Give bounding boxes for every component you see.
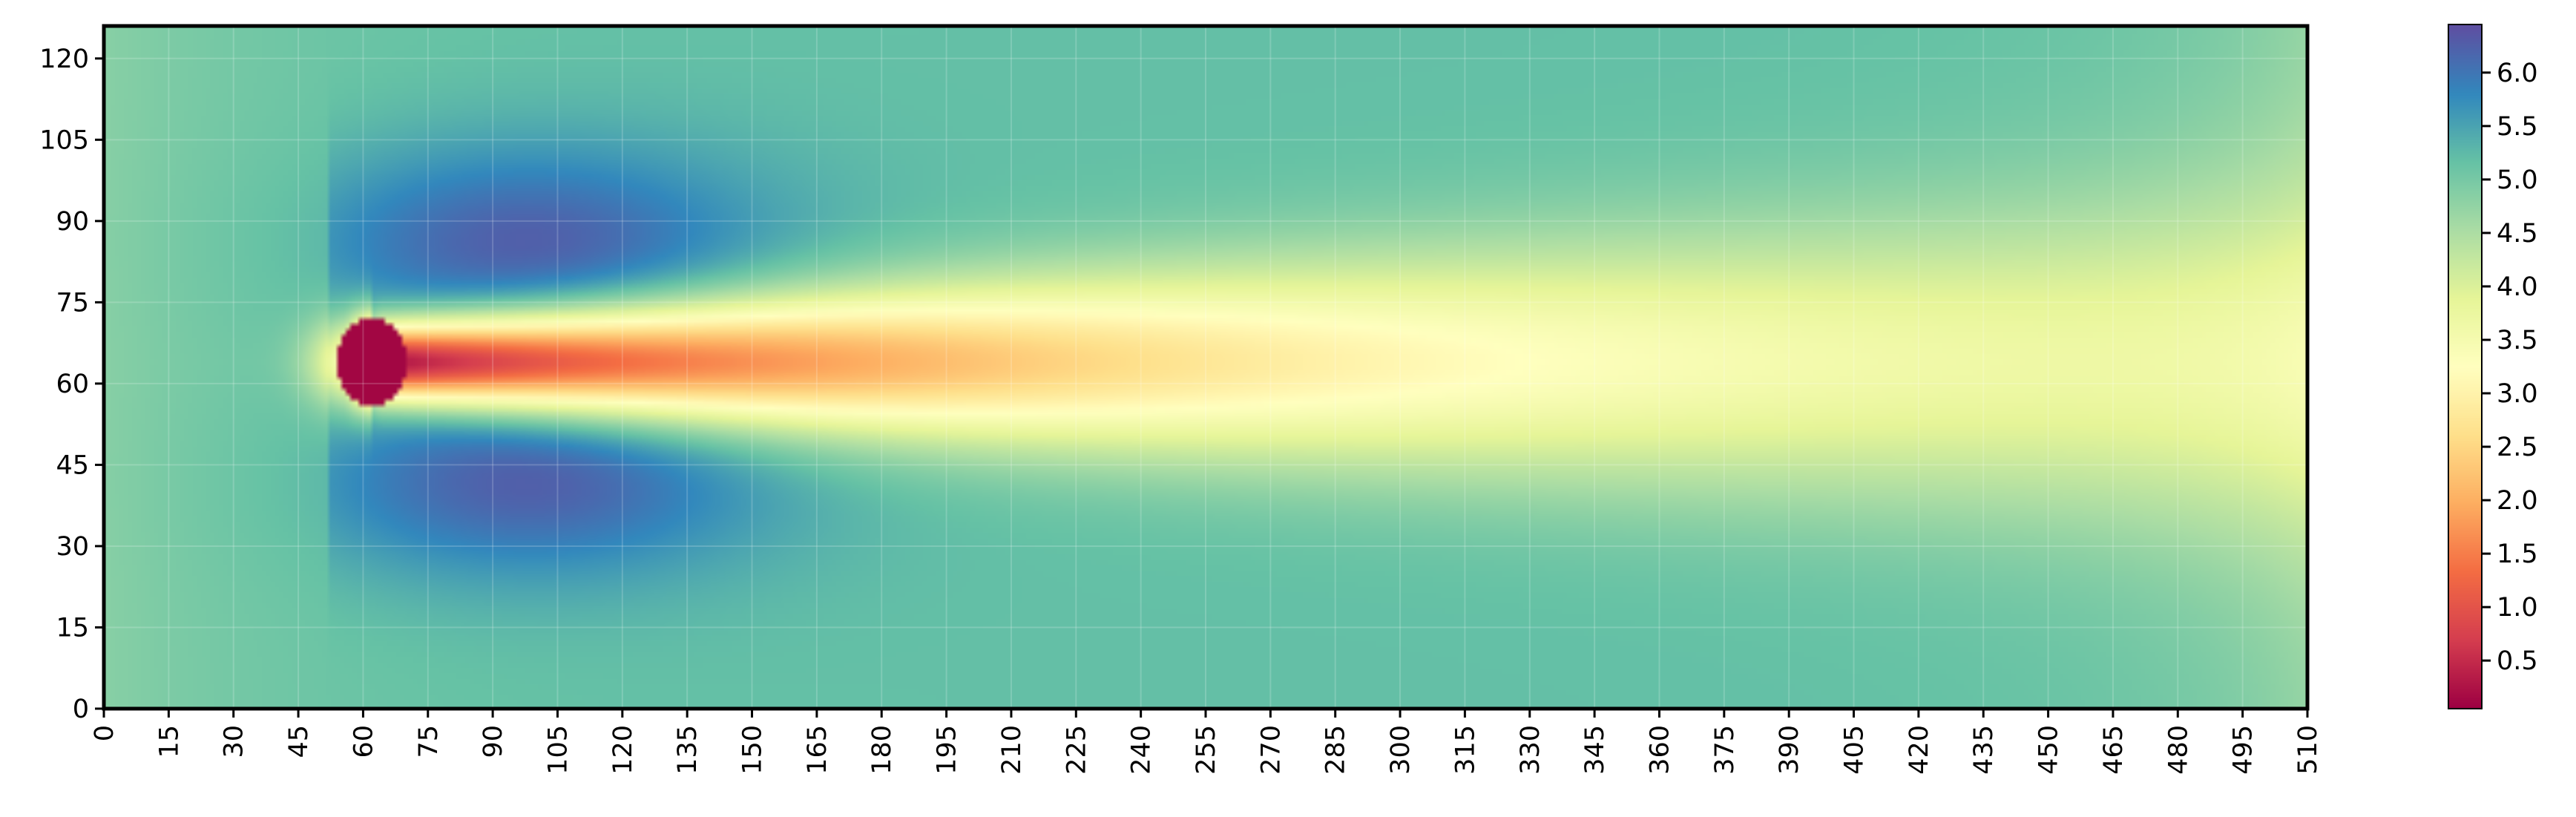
x-tick-label: 450	[2034, 725, 2064, 775]
x-tick-label: 480	[2163, 725, 2193, 775]
x-tick-label: 105	[543, 725, 573, 775]
colorbar-tick-label: 1.0	[2497, 593, 2538, 623]
y-tick-label: 90	[56, 207, 89, 237]
plot-area	[102, 24, 2310, 711]
colorbar: 0.5 1.0 1.5 2.0 2.5 3.0 3.5 4.0 4.5 5.0 5.5 6.0	[2448, 24, 2538, 709]
x-tick-label: 285	[1321, 725, 1351, 775]
x-tick-label: 30	[220, 725, 249, 758]
x-tick-label: 315	[1450, 725, 1480, 775]
x-axis: 0 15 30 45 60 75 90 105 120 135 150 165 180 195 210 225…	[90, 709, 2323, 775]
x-tick-label: 465	[2099, 725, 2129, 775]
x-tick-label: 495	[2229, 725, 2258, 775]
y-tick-label: 60	[56, 370, 89, 399]
x-tick-label: 0	[90, 725, 119, 741]
heatmap-field	[104, 26, 2307, 709]
x-tick-label: 360	[1645, 725, 1675, 775]
colorbar-tick-label: 1.5	[2497, 539, 2538, 569]
x-tick-label: 435	[1969, 725, 1999, 775]
colorbar-tick-label: 5.0	[2497, 165, 2538, 195]
y-tick-label: 120	[39, 45, 89, 74]
colorbar-gradient	[2448, 24, 2482, 709]
x-tick-label: 165	[803, 725, 832, 775]
x-tick-label: 375	[1710, 725, 1740, 775]
x-tick-label: 15	[154, 725, 184, 758]
colorbar-tick-label: 3.5	[2497, 326, 2538, 355]
colorbar-tick-label: 2.0	[2497, 486, 2538, 516]
x-tick-label: 195	[933, 725, 962, 775]
x-tick-label: 210	[997, 725, 1027, 775]
x-tick-label: 180	[867, 725, 897, 775]
colorbar-tick-label: 4.5	[2497, 219, 2538, 249]
colorbar-tick-label: 6.0	[2497, 59, 2538, 88]
x-tick-label: 60	[349, 725, 378, 758]
x-tick-label: 270	[1256, 725, 1286, 775]
x-tick-label: 150	[738, 725, 768, 775]
colorbar-tick-label: 4.0	[2497, 272, 2538, 302]
x-tick-label: 510	[2293, 725, 2323, 775]
y-tick-label: 15	[56, 613, 89, 643]
colorbar-ticks: 0.5 1.0 1.5 2.0 2.5 3.0 3.5 4.0 4.5 5.0 5.5 6.0	[2482, 59, 2538, 676]
x-tick-label: 90	[479, 725, 508, 758]
y-tick-label: 30	[56, 532, 89, 562]
x-tick-label: 255	[1192, 725, 1221, 775]
x-tick-label: 225	[1062, 725, 1091, 775]
x-tick-label: 135	[673, 725, 703, 775]
x-tick-label: 75	[414, 725, 444, 758]
x-tick-label: 420	[1905, 725, 1934, 775]
x-tick-label: 390	[1775, 725, 1804, 775]
x-tick-label: 345	[1580, 725, 1610, 775]
y-tick-label: 0	[73, 695, 89, 724]
x-tick-label: 45	[284, 725, 314, 758]
colorbar-frame	[2448, 24, 2483, 709]
colorbar-tick-label: 3.0	[2497, 379, 2538, 409]
x-tick-label: 300	[1386, 725, 1416, 775]
colorbar-tick-label: 2.5	[2497, 433, 2538, 462]
x-tick-label: 405	[1840, 725, 1870, 775]
y-tick-label: 45	[56, 450, 89, 480]
y-axis: 0 15 30 45 60 75 90 105 120	[39, 45, 104, 724]
colorbar-tick-label: 0.5	[2497, 646, 2538, 676]
y-tick-label: 75	[56, 288, 89, 318]
y-tick-label: 105	[39, 125, 89, 155]
x-tick-label: 330	[1516, 725, 1545, 775]
x-tick-label: 120	[608, 725, 638, 775]
x-tick-label: 240	[1127, 725, 1157, 775]
colorbar-tick-label: 5.5	[2497, 112, 2538, 142]
